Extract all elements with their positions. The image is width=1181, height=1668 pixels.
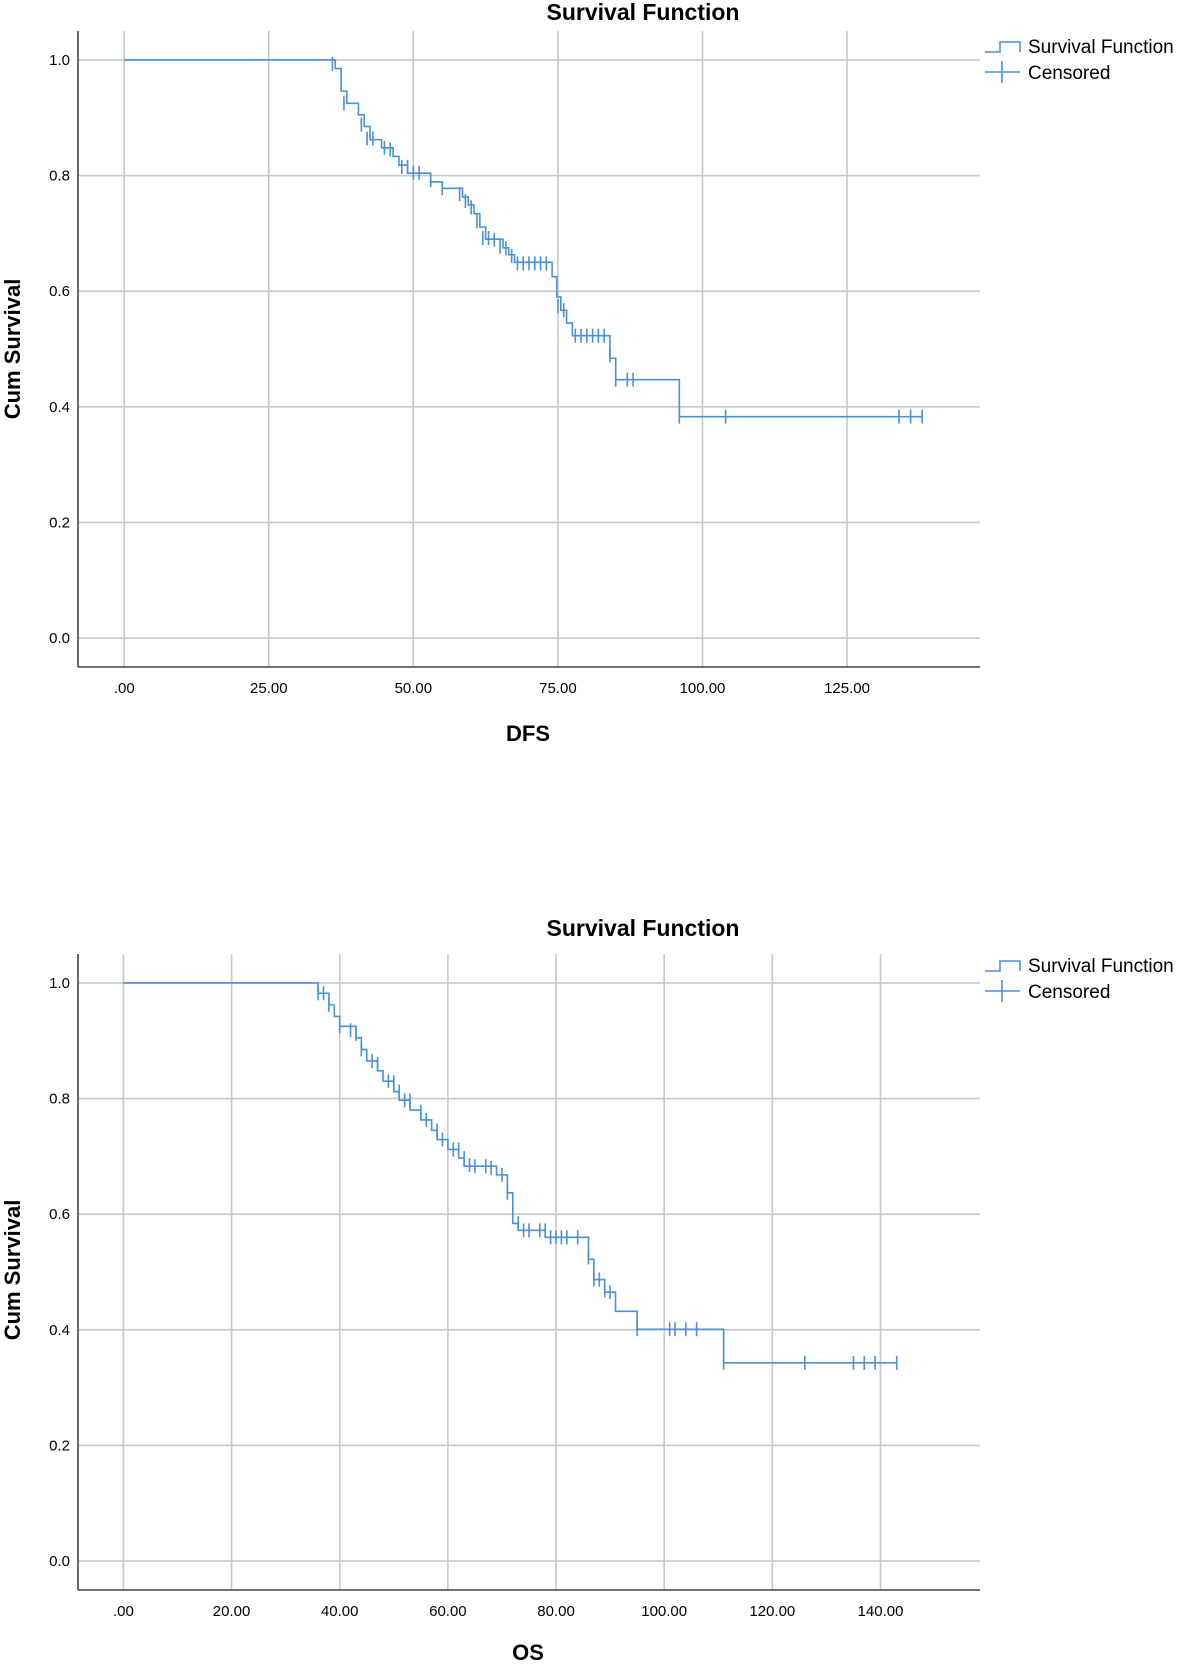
- legend: Survival Function Censored: [985, 956, 1174, 1003]
- survival-step-line: [124, 59, 923, 418]
- x-tick-label: 50.00: [395, 680, 433, 697]
- y-tick-label: 0.6: [49, 283, 70, 300]
- x-tick-label: 60.00: [429, 1603, 467, 1620]
- legend-line-icon: [985, 41, 1021, 53]
- grid: [78, 31, 980, 667]
- legend-censored: Censored: [1028, 982, 1110, 1003]
- x-tick-label: 125.00: [824, 680, 870, 697]
- tick-labels: .00 20.00 40.00 60.00 80.00 100.00 120.00 140.0…: [49, 975, 903, 1620]
- x-tick-label: 140.00: [858, 1603, 904, 1620]
- y-tick-label: 1.0: [49, 975, 70, 992]
- x-tick-label: .00: [113, 1603, 134, 1620]
- x-tick-label: 100.00: [641, 1603, 687, 1620]
- grid: [78, 954, 980, 1590]
- chart-title: Survival Function: [547, 0, 740, 25]
- y-tick-label: 0.4: [49, 1322, 70, 1339]
- x-tick-label: 75.00: [539, 680, 577, 697]
- legend-survival-function: Survival Function: [1028, 37, 1174, 58]
- y-tick-label: 0.0: [49, 630, 70, 647]
- dfs-survival-chart: Survival Function .00 25.00 50.00 75.00 100.…: [0, 0, 1174, 746]
- survival-curve: [123, 982, 897, 1364]
- y-axis-label: Cum Survival: [0, 1200, 25, 1341]
- censored-marks: [331, 56, 923, 424]
- x-tick-label: 120.00: [749, 1603, 795, 1620]
- dfs-chart-svg: Survival Function .00 25.00 50.00 75.00 100.…: [0, 0, 1174, 746]
- y-tick-label: 0.4: [49, 399, 70, 416]
- y-tick-label: 0.2: [49, 1437, 70, 1454]
- survival-step-line: [123, 982, 897, 1364]
- legend: Survival Function Censored: [985, 37, 1174, 84]
- y-tick-label: 0.6: [49, 1206, 70, 1223]
- legend-line-icon: [985, 960, 1021, 972]
- survival-curve: [124, 59, 923, 418]
- x-tick-label: 20.00: [213, 1603, 251, 1620]
- x-tick-label: 100.00: [680, 680, 726, 697]
- x-axis-label: DFS: [506, 721, 550, 746]
- x-tick-label: .00: [114, 680, 135, 697]
- y-tick-label: 0.8: [49, 1091, 70, 1108]
- y-tick-label: 0.8: [49, 168, 70, 185]
- x-tick-label: 25.00: [250, 680, 288, 697]
- os-survival-chart: Survival Function .00 20.00 40.00 60.00 80.0…: [0, 834, 1181, 1668]
- x-tick-label: 80.00: [537, 1603, 575, 1620]
- tick-labels: .00 25.00 50.00 75.00 100.00 125.00 0.0 0.2 0.4 0…: [49, 52, 870, 697]
- y-tick-label: 1.0: [49, 52, 70, 69]
- y-axis-label: Cum Survival: [0, 279, 25, 420]
- y-tick-label: 0.2: [49, 514, 70, 531]
- legend-censored: Censored: [1028, 63, 1110, 84]
- x-tick-label: 40.00: [321, 1603, 359, 1620]
- axes: [77, 31, 980, 668]
- axes: [77, 954, 980, 1591]
- os-chart-svg: Survival Function .00 20.00 40.00 60.00 80.0…: [0, 915, 1174, 1665]
- y-tick-label: 0.0: [49, 1553, 70, 1570]
- censored-marks: [317, 986, 898, 1370]
- legend-survival-function: Survival Function: [1028, 956, 1174, 977]
- chart-title: Survival Function: [547, 915, 740, 941]
- x-axis-label: OS: [512, 1640, 544, 1665]
